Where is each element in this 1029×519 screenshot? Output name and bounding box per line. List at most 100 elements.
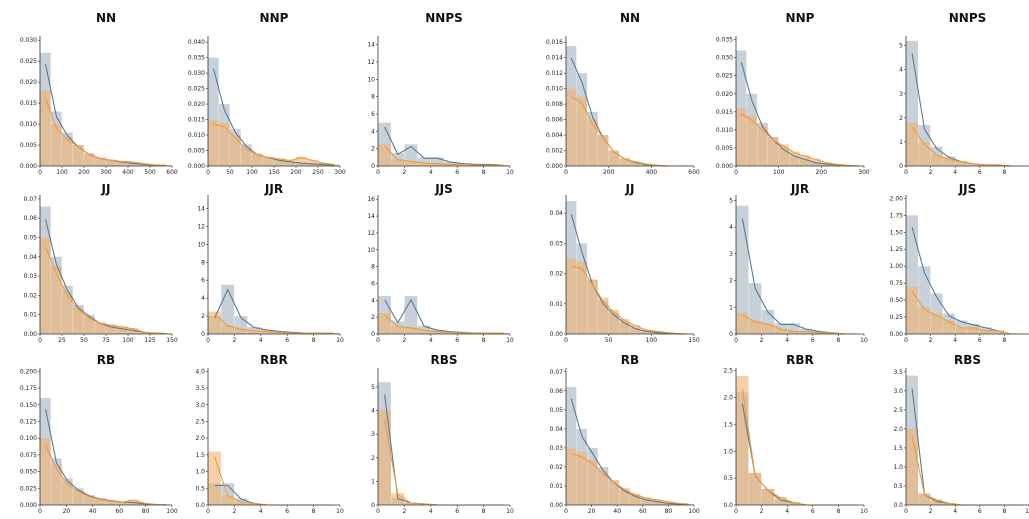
subplot-title: JJS xyxy=(958,182,977,196)
x-tick-label: 2 xyxy=(929,169,933,176)
y-tick-label: 0.035 xyxy=(188,55,205,62)
hist-bar xyxy=(95,157,106,166)
hist-bar xyxy=(95,322,106,334)
y-tick-label: 0.05 xyxy=(24,234,38,241)
x-tick-label: 50 xyxy=(80,337,88,344)
x-tick-label: 200 xyxy=(78,169,90,176)
y-tick-label: 3 xyxy=(371,431,375,438)
x-tick-label: 2 xyxy=(402,508,406,515)
y-tick-label: 0 xyxy=(371,502,375,509)
hist-bar xyxy=(208,451,221,505)
density-curve xyxy=(741,113,859,167)
hist-bar xyxy=(247,330,261,334)
hist-bar xyxy=(444,161,457,166)
density-curve xyxy=(45,444,167,506)
y-tick-label: 0.000 xyxy=(716,163,733,170)
y-tick-label: 12 xyxy=(367,230,375,237)
hist-bar xyxy=(598,135,609,166)
x-tick-label: 2 xyxy=(232,508,236,515)
subplot-title: NN xyxy=(620,11,640,25)
y-tick-label: 2 xyxy=(201,313,205,320)
hist-bar xyxy=(274,332,287,334)
hist-bar xyxy=(117,160,128,166)
hist-bar xyxy=(608,150,620,166)
y-tick-label: 0.25 xyxy=(890,314,904,321)
x-tick-label: 0 xyxy=(38,508,42,515)
hist-bar xyxy=(378,312,391,334)
x-tick-label: 40 xyxy=(613,508,621,515)
x-tick-label: 150 xyxy=(268,169,280,176)
hist-bar xyxy=(444,164,457,166)
subplot-15: RBS 0 1 2 3 4 5 0 2 4 6 8 10 xyxy=(371,353,514,515)
x-tick-label: 10 xyxy=(860,508,868,515)
subplot-title: RBS xyxy=(954,353,981,367)
subplot-title: JJR xyxy=(790,182,809,196)
x-tick-label: 0 xyxy=(564,169,568,176)
y-tick-label: 1.5 xyxy=(893,445,903,452)
y-tick-label: 1.00 xyxy=(890,263,904,270)
hist-bar xyxy=(117,501,128,505)
x-tick-label: 6 xyxy=(455,508,459,515)
hist-bar xyxy=(285,159,296,166)
x-tick-label: 4 xyxy=(953,337,957,344)
hist-bar xyxy=(417,157,431,166)
hist-bar xyxy=(942,320,955,334)
hist-bar xyxy=(598,470,609,505)
hist-bar xyxy=(587,119,598,166)
y-tick-label: 5 xyxy=(899,43,903,50)
y-tick-label: 0.014 xyxy=(546,55,563,62)
y-tick-label: 10 xyxy=(367,76,375,83)
x-tick-label: 50 xyxy=(605,337,613,344)
hist-bar xyxy=(587,459,598,505)
density-curve xyxy=(384,394,504,506)
y-tick-label: 4 xyxy=(201,295,205,302)
subplot-title: JJ xyxy=(625,182,635,196)
hist-bar xyxy=(566,258,577,334)
hist-bar xyxy=(930,313,943,334)
y-tick-label: 0.00 xyxy=(550,331,564,338)
y-tick-label: 3.0 xyxy=(195,402,205,409)
y-tick-label: 0.008 xyxy=(546,101,563,108)
subplot-13: RB 0.000 0.025 0.050 0.075 0.100 0.125 0.150 0.1… xyxy=(20,353,178,515)
hist-bar xyxy=(918,141,931,166)
y-tick-label: 0.06 xyxy=(24,215,38,222)
density-curve xyxy=(214,456,334,506)
y-tick-label: 3.0 xyxy=(893,388,903,395)
x-tick-label: 300 xyxy=(100,169,112,176)
y-tick-label: 12 xyxy=(367,59,375,66)
x-tick-label: 2 xyxy=(232,337,236,344)
hist-bar xyxy=(906,122,918,166)
hist-bar xyxy=(40,237,51,334)
hist-bar xyxy=(51,464,62,505)
x-tick-label: 10 xyxy=(506,169,514,176)
y-tick-label: 0.5 xyxy=(893,483,903,490)
x-tick-label: 0 xyxy=(376,337,380,344)
y-tick-label: 0.00 xyxy=(550,502,564,509)
x-tick-label: 6 xyxy=(978,169,982,176)
hist-bar xyxy=(378,144,391,166)
x-tick-label: 0 xyxy=(904,169,908,176)
hist-bar xyxy=(955,161,968,166)
hist-bar xyxy=(234,328,248,334)
hist-bar xyxy=(979,330,992,334)
y-tick-label: 2.5 xyxy=(723,368,733,375)
hist-bar xyxy=(757,126,768,166)
subplot-17: RBR 0.0 0.5 1.0 1.5 2.0 2.5 0 2 4 6 8 10 xyxy=(723,353,868,515)
x-tick-label: 60 xyxy=(115,508,123,515)
hist-bar xyxy=(106,324,117,334)
hist-bar xyxy=(630,493,641,505)
y-tick-label: 0.125 xyxy=(20,418,37,425)
x-tick-label: 0 xyxy=(38,169,42,176)
density-curve xyxy=(212,68,335,166)
hist-bar xyxy=(787,502,800,505)
subplot-8: JJR 0 2 4 6 8 10 12 14 0 2 4 6 8 10 xyxy=(197,182,344,344)
x-tick-label: 8 xyxy=(1002,508,1006,515)
y-tick-label: 0.05 xyxy=(550,407,564,414)
hist-bar xyxy=(73,490,84,505)
subplot-title: RBR xyxy=(786,353,814,367)
hist-bar xyxy=(748,472,762,505)
x-tick-label: 6 xyxy=(978,508,982,515)
x-tick-label: 600 xyxy=(166,169,178,176)
x-tick-label: 200 xyxy=(290,169,302,176)
y-tick-label: 6 xyxy=(371,111,375,118)
